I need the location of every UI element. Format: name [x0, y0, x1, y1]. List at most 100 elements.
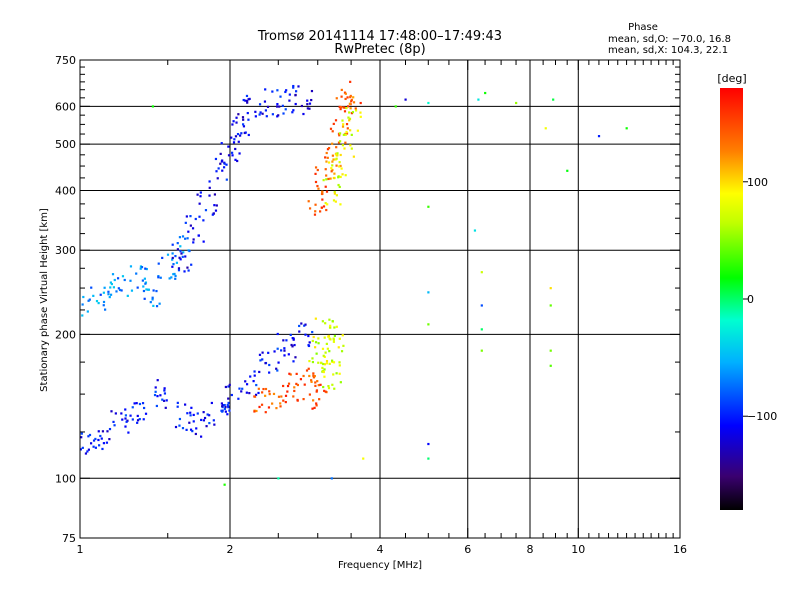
data-point [287, 382, 291, 385]
data-point [281, 104, 284, 107]
data-point [225, 178, 228, 181]
data-point [88, 298, 91, 301]
data-point [325, 362, 329, 365]
data-point [236, 132, 240, 136]
data-point [339, 203, 342, 206]
data-point [335, 325, 338, 328]
data-point [339, 175, 342, 179]
data-point [287, 353, 290, 356]
y-tick-label: 200 [55, 328, 76, 341]
data-point [171, 256, 174, 260]
data-point [427, 457, 430, 460]
data-point [312, 372, 315, 375]
data-point [245, 391, 248, 394]
data-point [114, 412, 117, 415]
data-point [294, 102, 297, 106]
data-point [335, 157, 338, 160]
data-point [300, 322, 303, 325]
data-point [282, 339, 285, 342]
data-point [190, 263, 193, 266]
data-point [198, 202, 201, 205]
data-point [257, 387, 260, 390]
data-point [145, 267, 148, 271]
data-point [268, 392, 271, 396]
colorbar-tick-label: 100 [747, 176, 768, 189]
data-point [266, 105, 270, 108]
data-point [102, 291, 105, 294]
data-point [340, 95, 343, 98]
data-point [208, 414, 211, 417]
data-point [314, 317, 317, 320]
data-point [154, 390, 157, 393]
data-point [332, 176, 335, 180]
data-point [307, 344, 310, 347]
data-point [343, 110, 347, 113]
data-point [159, 394, 162, 397]
data-point [163, 392, 167, 395]
data-point [173, 272, 176, 276]
data-point [302, 374, 305, 378]
data-point [338, 105, 341, 108]
x-tick-label: 4 [377, 543, 384, 556]
data-point [342, 133, 345, 136]
data-point [109, 286, 112, 289]
data-point [340, 350, 344, 353]
data-point [316, 380, 319, 383]
data-point [347, 105, 350, 108]
data-point [338, 364, 341, 367]
data-point [259, 111, 262, 114]
data-point [329, 338, 332, 341]
data-point [319, 383, 322, 386]
data-point [277, 395, 281, 398]
data-point [154, 386, 157, 389]
data-point [477, 98, 480, 101]
data-point [240, 132, 243, 135]
data-point [427, 323, 430, 326]
data-point [308, 359, 311, 363]
data-point [102, 304, 105, 307]
x-tick-label: 6 [464, 543, 471, 556]
data-point [326, 347, 329, 350]
data-point [181, 255, 184, 258]
data-point [143, 277, 146, 280]
data-point [97, 430, 100, 433]
data-point [101, 430, 105, 433]
data-point [323, 375, 326, 378]
data-point [331, 130, 334, 133]
y-tick-label: 400 [55, 184, 76, 197]
data-point [116, 277, 120, 280]
data-point [549, 349, 552, 352]
data-point [325, 342, 328, 345]
data-point [246, 101, 249, 104]
data-point [232, 120, 235, 123]
data-point [112, 286, 116, 289]
data-point [276, 89, 279, 92]
data-point [308, 102, 312, 105]
data-point [311, 339, 314, 343]
data-point [331, 168, 334, 172]
data-point [306, 103, 309, 106]
data-point [230, 136, 233, 139]
data-point [335, 372, 338, 375]
colorbar-label: [deg] [717, 72, 746, 85]
data-point [292, 109, 295, 112]
data-point [329, 127, 333, 130]
data-point [258, 103, 262, 106]
data-point [202, 240, 205, 243]
data-point [84, 452, 88, 455]
data-point [294, 94, 297, 97]
data-point [484, 91, 487, 95]
data-point [344, 97, 347, 101]
data-point [213, 423, 216, 426]
data-point [317, 337, 320, 340]
data-point [327, 161, 331, 164]
data-point [313, 213, 317, 216]
data-point [238, 152, 241, 155]
data-point [234, 147, 237, 151]
data-point [185, 428, 188, 431]
data-point [233, 138, 236, 141]
y-tick-label: 600 [55, 100, 76, 113]
data-point [300, 104, 304, 108]
data-point [174, 274, 177, 278]
data-point [198, 215, 201, 218]
